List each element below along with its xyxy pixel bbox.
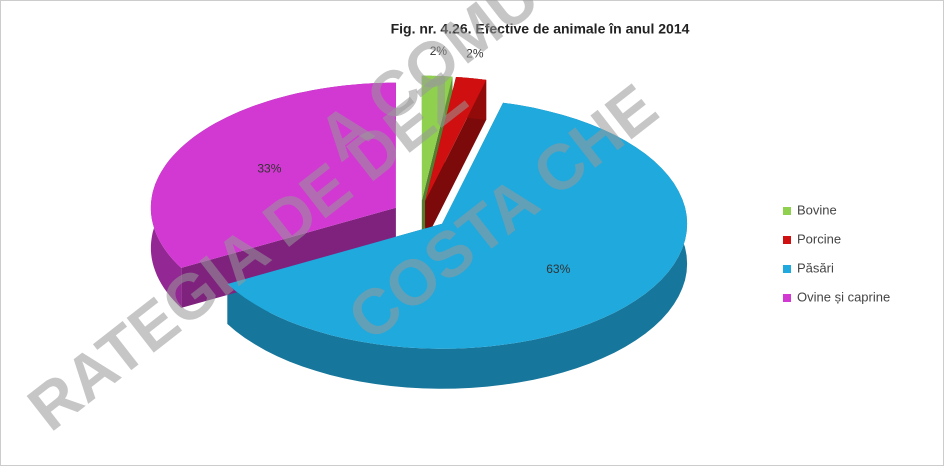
data-label: 63%: [546, 262, 570, 276]
legend-label: Porcine: [797, 231, 841, 246]
data-label: 2%: [466, 47, 484, 61]
slice-cut: [425, 79, 487, 242]
legend-label: Bovine: [797, 202, 837, 217]
slice: [227, 102, 688, 349]
legend: Bovine Porcine Păsări Ovine și caprine: [783, 202, 890, 304]
slice: [421, 75, 453, 201]
legend-swatch: [783, 207, 791, 215]
slice: [150, 82, 396, 268]
data-label: 2%: [430, 44, 448, 58]
data-label: 33%: [257, 162, 281, 176]
chart-title: Fig. nr. 4.26. Efective de animale în an…: [391, 21, 690, 37]
legend-label: Ovine și caprine: [797, 289, 890, 304]
legend-swatch: [783, 236, 791, 244]
pie: 2% 2% 63% 33%: [150, 44, 688, 389]
legend-swatch: [783, 294, 791, 302]
slice: [425, 77, 487, 201]
legend-label: Păsări: [797, 260, 834, 275]
legend-swatch: [783, 265, 791, 273]
